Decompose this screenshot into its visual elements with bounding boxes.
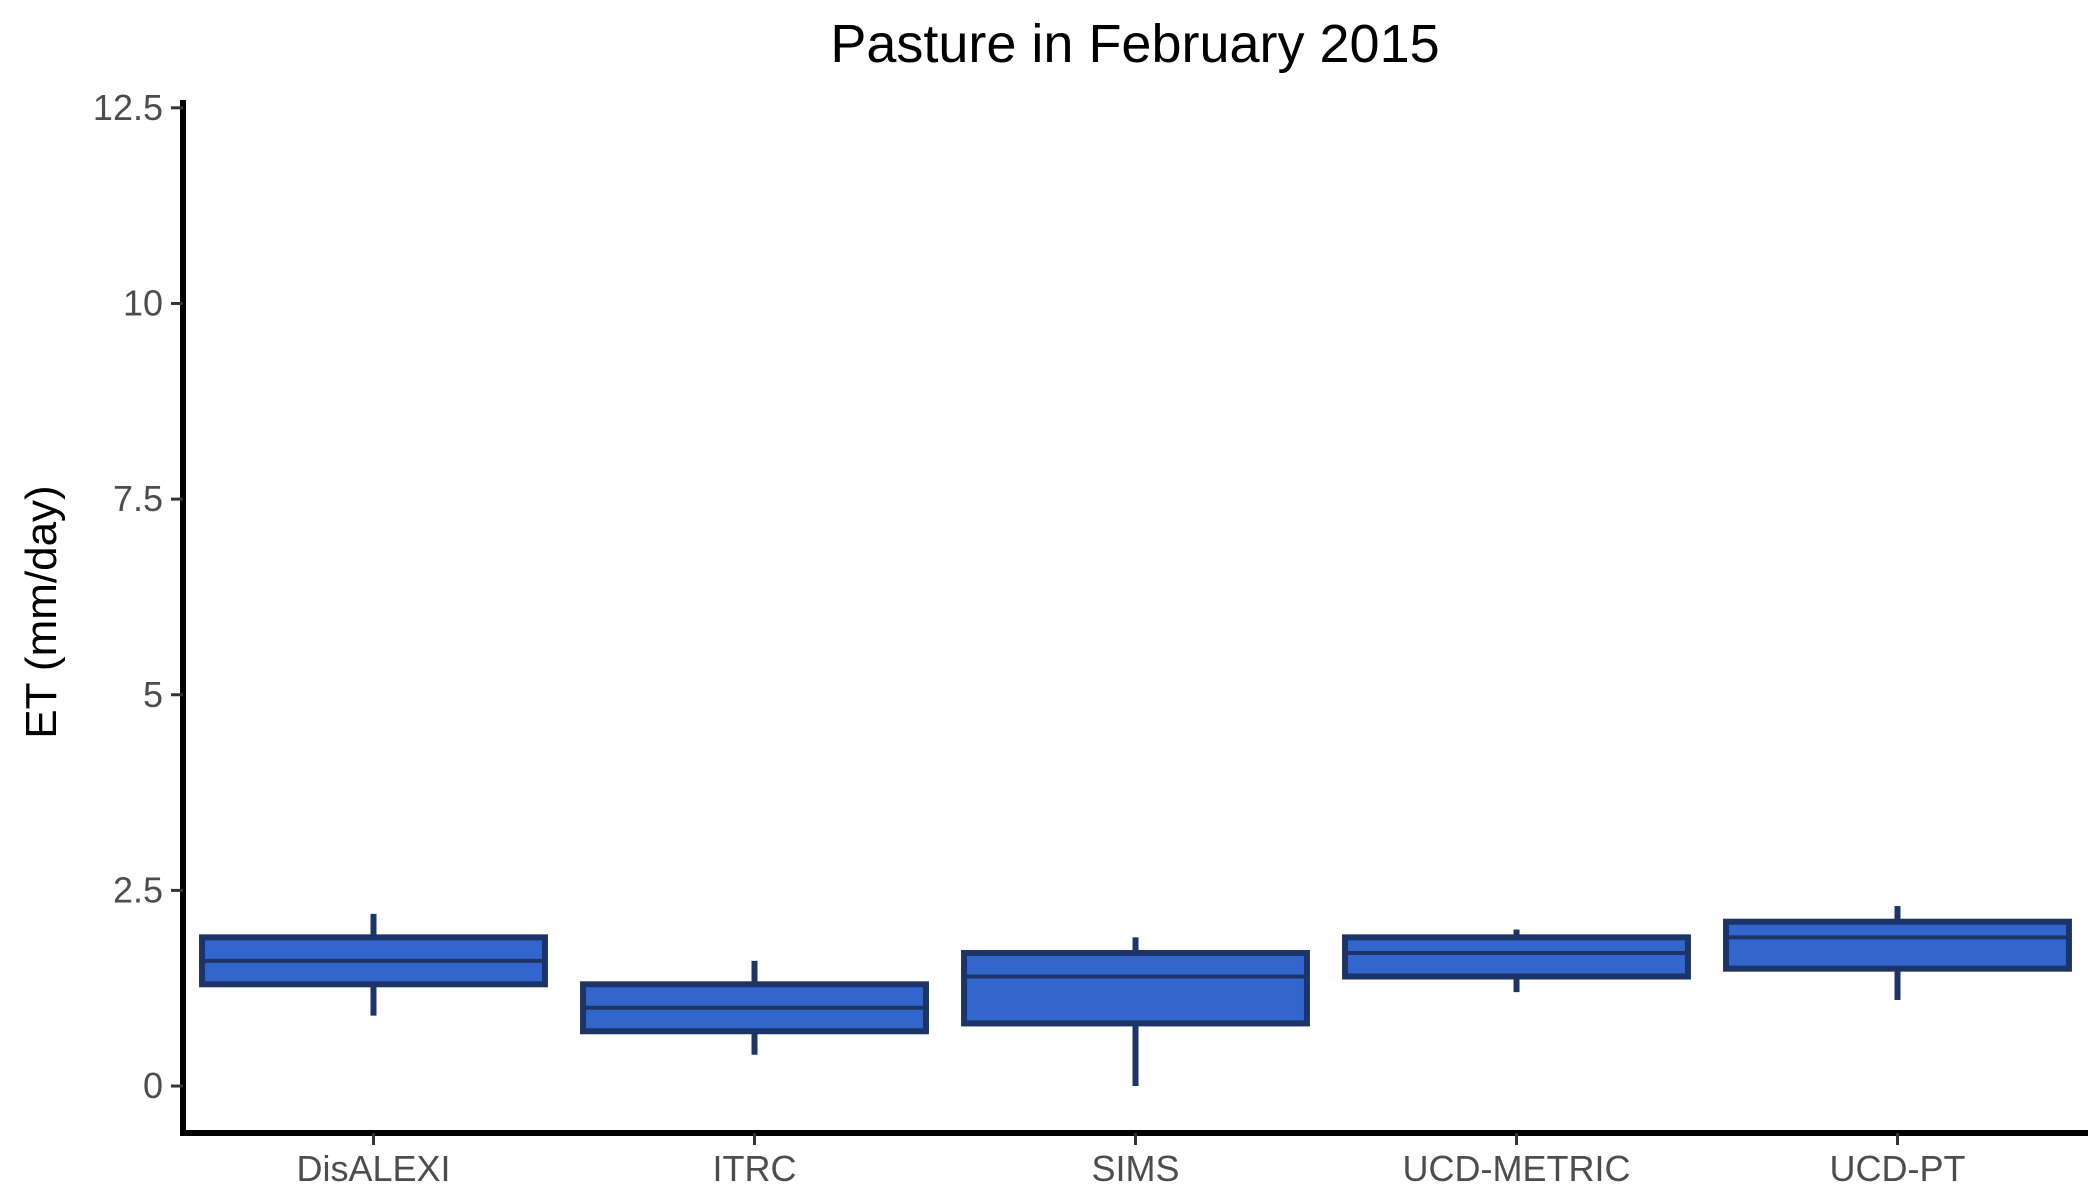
y-tick-label: 10 <box>123 282 163 323</box>
y-tick-label: 5 <box>143 674 163 715</box>
box-ucd-metric <box>1342 934 1691 980</box>
y-axis-label: ET (mm/day) <box>17 485 66 738</box>
box-sims <box>961 950 1310 1027</box>
y-tick-label: 12.5 <box>93 87 163 128</box>
y-tick-label: 0 <box>143 1065 163 1106</box>
x-tick-label: UCD-METRIC <box>1403 1148 1631 1189</box>
y-tick-label: 7.5 <box>113 478 163 519</box>
x-tick-label: SIMS <box>1091 1148 1179 1189</box>
box-ucd-pt <box>1723 918 2072 972</box>
x-tick-label: UCD-PT <box>1830 1148 1966 1189</box>
x-tick-label: DisALEXI <box>296 1148 450 1189</box>
x-tick-label: ITRC <box>713 1148 797 1189</box>
plot-area: 0 2.5 5 7.5 10 12.5 DisALEXI ITRC SIMS UCD-METRIC… <box>93 87 2088 1189</box>
y-tick-label: 2.5 <box>113 869 163 910</box>
chart-title: Pasture in February 2015 <box>830 14 1439 74</box>
